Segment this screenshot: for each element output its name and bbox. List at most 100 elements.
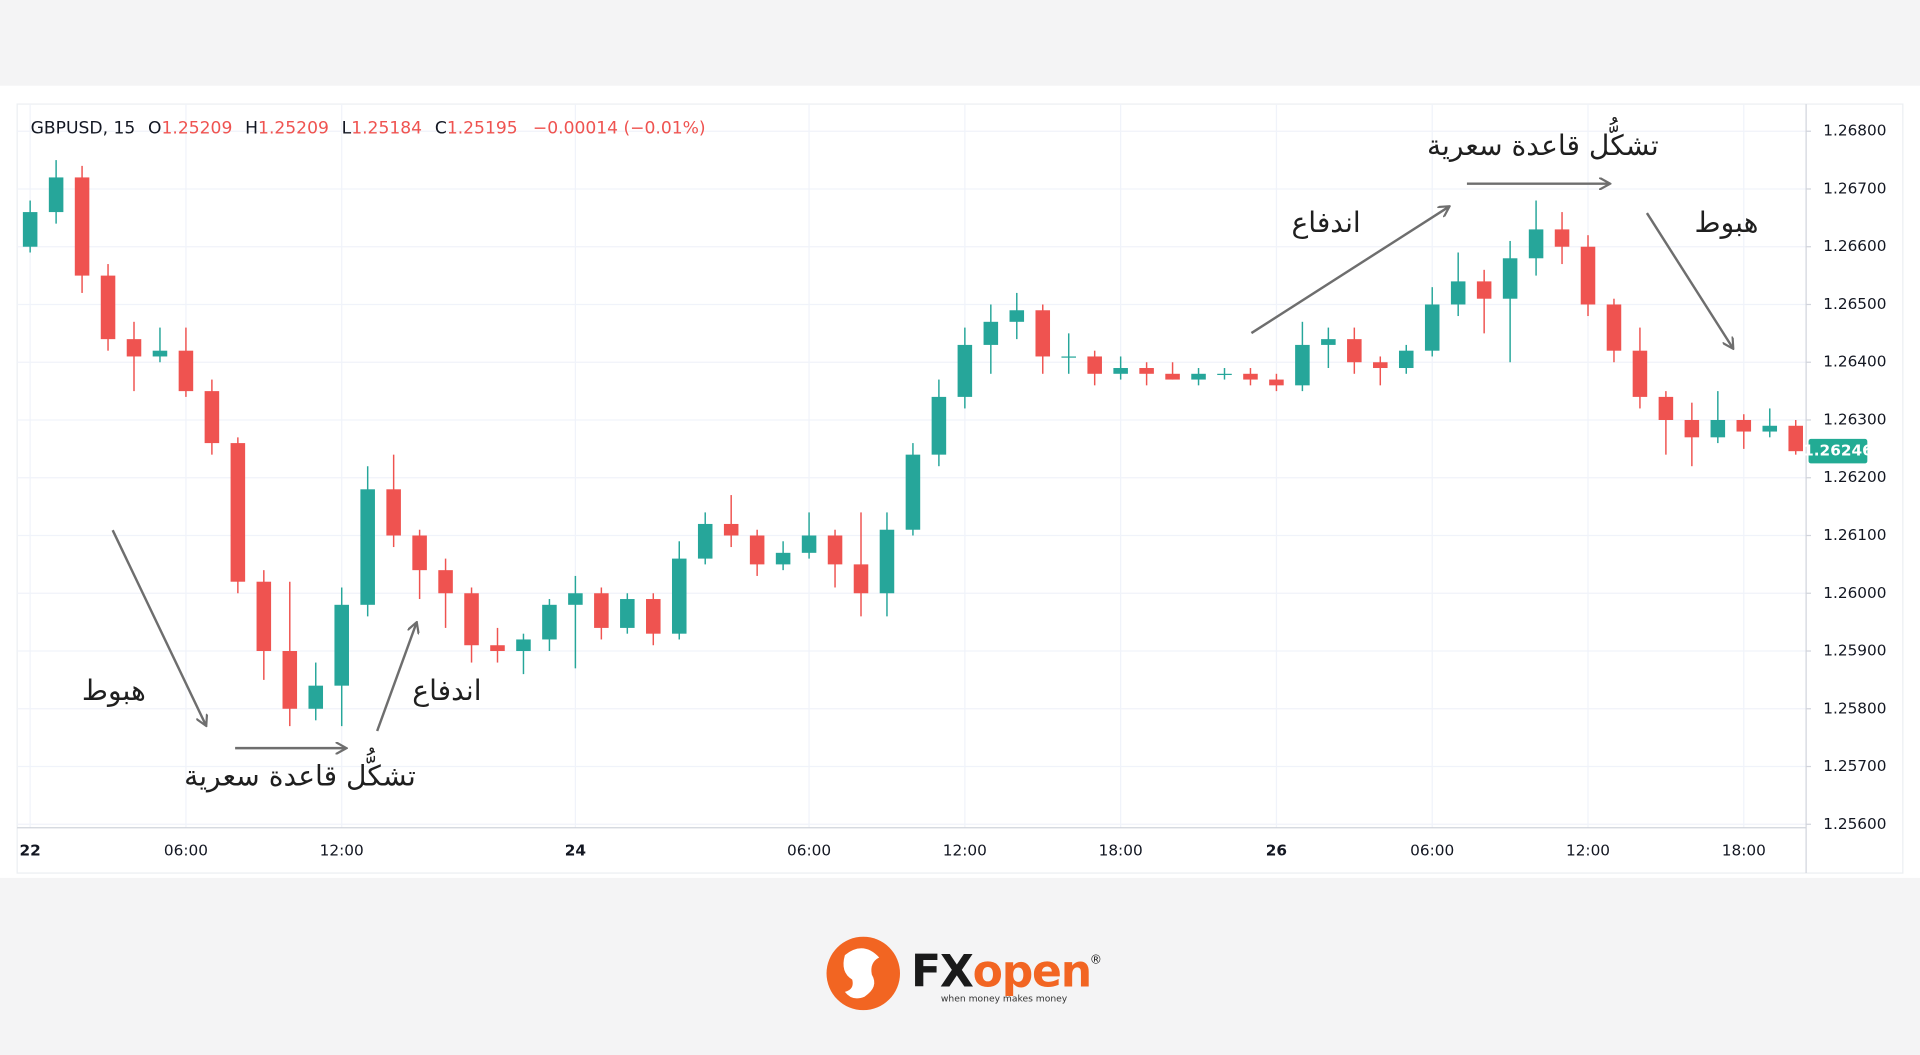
y-tick-label: 1.26700 — [1823, 179, 1886, 197]
logo-icon-detail — [843, 948, 880, 999]
candle-body — [1113, 368, 1128, 374]
candle-body — [178, 350, 194, 392]
ohlc-label: H — [245, 119, 258, 139]
candle-body — [48, 177, 64, 213]
candle-body — [308, 685, 324, 709]
candle-body — [1398, 350, 1414, 369]
candle-body — [1347, 339, 1362, 363]
candle-body — [412, 535, 427, 571]
candle-body — [957, 344, 973, 397]
x-tick-label: 12:00 — [943, 842, 987, 860]
y-tick-label: 1.25800 — [1823, 699, 1886, 717]
candle-body — [256, 581, 272, 652]
annotation-arrow — [111, 529, 206, 725]
candle-body — [1191, 373, 1206, 380]
candle-body — [1321, 339, 1336, 345]
ohlc-value: 1.25209 — [258, 119, 329, 139]
candle-body — [1217, 373, 1232, 376]
candle-body — [1684, 419, 1700, 438]
x-tick-label: 22 — [19, 842, 40, 860]
candle-body — [1632, 350, 1648, 397]
candle-body — [1710, 419, 1726, 438]
y-tick-label: 1.26300 — [1823, 410, 1886, 428]
x-tick-label: 18:00 — [1722, 842, 1766, 860]
last-price-badge — [1808, 438, 1868, 464]
ohlc-label: C — [435, 119, 447, 139]
last-price-label: 1.26246 — [1803, 442, 1873, 460]
candle-body — [594, 593, 609, 628]
y-tick-label: 1.26200 — [1823, 468, 1886, 486]
candle-body — [100, 275, 116, 340]
candle-body — [1658, 396, 1674, 420]
candle-body — [1139, 368, 1154, 374]
annotation: اندفاع — [1291, 206, 1360, 239]
logo: FXopen ® when money makes money — [826, 936, 1102, 1011]
annotation: هبوط — [82, 674, 146, 707]
logo-tagline: when money makes money — [941, 994, 1068, 1005]
candle-body — [723, 523, 739, 536]
candle-body — [905, 454, 921, 530]
ohlc-value: 1.25184 — [351, 119, 422, 139]
y-tick-label: 1.26400 — [1823, 353, 1886, 371]
ohlc-label: L — [342, 119, 352, 139]
annotation-arrow — [1250, 207, 1448, 335]
candle-body — [801, 535, 817, 553]
annotation-arrow — [376, 623, 416, 732]
candle-body — [1295, 344, 1310, 386]
candle-body — [204, 391, 220, 444]
logo-brand: open — [973, 947, 1091, 998]
y-tick-label: 1.26100 — [1823, 526, 1886, 544]
x-tick-label: 06:00 — [164, 842, 208, 860]
candle-body — [386, 489, 401, 536]
candle-body — [360, 489, 375, 605]
candle-body — [646, 599, 661, 634]
candle-body — [1476, 281, 1492, 299]
x-tick-label: 06:00 — [1410, 842, 1454, 860]
candle-body — [1165, 373, 1180, 380]
chart-header: GBPUSD, 15 O1.25209 H1.25209 L1.25184 C1… — [31, 119, 706, 139]
x-tick-label: 12:00 — [320, 842, 364, 860]
candle-body — [1528, 229, 1544, 259]
y-tick-label: 1.26000 — [1823, 584, 1886, 602]
candle-body — [516, 639, 531, 652]
chart-panel — [0, 85, 1920, 878]
axes: 1.25600 1.25700 1.25800 1.25900 1.26000 1.261… — [19, 122, 1886, 860]
candle-body — [1736, 419, 1752, 432]
candle-body — [827, 535, 843, 565]
annotation-arrow — [1645, 212, 1733, 348]
ohlc-value: 1.25195 — [447, 119, 518, 139]
candle-body — [1087, 356, 1102, 374]
candle-body — [1762, 425, 1778, 432]
candle-body — [1035, 310, 1051, 357]
candle-body — [464, 593, 479, 646]
candle-body — [620, 599, 635, 628]
candle-body — [490, 645, 505, 652]
candle-body — [671, 558, 687, 634]
candle-body — [1009, 310, 1025, 322]
candle-body — [1373, 362, 1388, 369]
y-tick-label: 1.25700 — [1823, 757, 1886, 775]
candle-body — [775, 552, 791, 565]
annotation: هبوط — [1695, 206, 1759, 239]
candle-body — [1061, 356, 1076, 358]
candle-body — [334, 604, 349, 686]
candle-body — [1502, 258, 1518, 299]
y-tick-label: 1.25600 — [1823, 815, 1886, 833]
candle-body — [152, 350, 168, 357]
change: −0.00014 (−0.01%) — [533, 119, 706, 139]
candle-body — [1580, 246, 1596, 305]
x-tick-label: 06:00 — [787, 842, 831, 860]
candle-body — [983, 321, 999, 345]
y-tick-label: 1.26500 — [1823, 295, 1886, 313]
candle-body — [1450, 281, 1466, 305]
logo-brand: FX — [911, 947, 974, 998]
candle-body — [931, 396, 947, 455]
y-tick-label: 1.26600 — [1823, 237, 1886, 255]
x-tick-label: 12:00 — [1566, 842, 1610, 860]
candle-body — [438, 570, 453, 594]
candle-body — [1424, 304, 1440, 351]
candle-body — [282, 651, 298, 709]
candle-body — [126, 339, 142, 357]
candle-body — [1269, 379, 1284, 386]
